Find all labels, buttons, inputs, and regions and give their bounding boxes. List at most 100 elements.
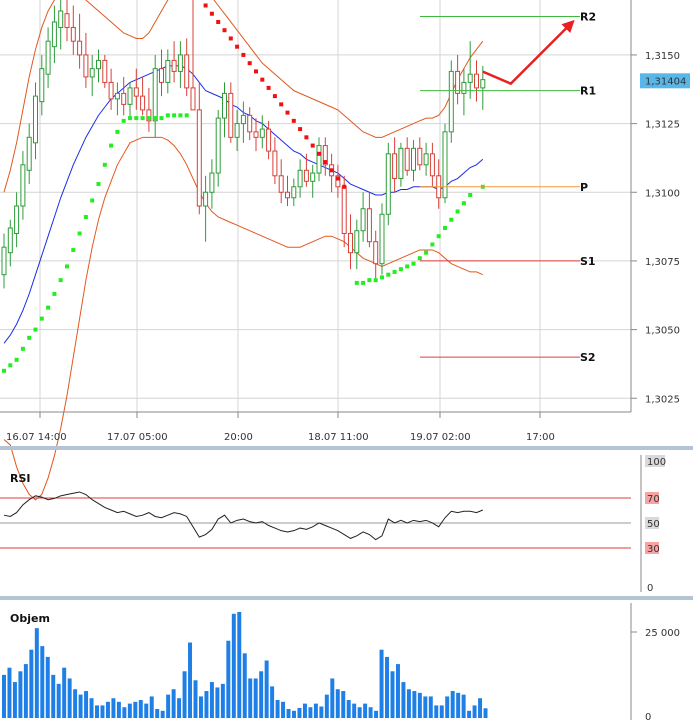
rsi-tick-0: 0 <box>647 583 653 594</box>
sar-dot <box>52 291 57 296</box>
candle-body <box>404 147 410 171</box>
volume-bar <box>270 686 275 718</box>
candle-body <box>310 172 316 182</box>
volume-bar <box>237 611 242 718</box>
rsi-title: RSI <box>10 472 31 485</box>
price-y-ticks: 1,3150 1,3125 1,3100 1,3075 1,3050 1,3025 <box>631 51 680 405</box>
volume-bar <box>412 691 417 718</box>
volume-bar <box>171 689 176 718</box>
rsi-panel: RSI 100 70 50 30 0 <box>0 455 666 594</box>
sar-dot <box>367 278 372 283</box>
sar-dot <box>285 110 290 115</box>
candle-body <box>417 147 423 166</box>
sar-dot <box>241 52 246 57</box>
sar-dot <box>109 143 114 148</box>
candle-body <box>51 21 57 48</box>
bollinger-bands <box>3 0 484 501</box>
volume-bar <box>313 703 318 718</box>
volume-bar <box>253 678 258 718</box>
volume-bar <box>423 696 428 718</box>
volume-bar <box>275 700 280 718</box>
sar-dot <box>342 184 347 189</box>
candle-body <box>322 145 328 166</box>
sar-dot <box>222 28 227 33</box>
volume-bar <box>417 692 422 718</box>
volume-bar <box>302 703 307 718</box>
sar-dot <box>77 231 82 236</box>
volume-bar <box>341 691 346 718</box>
sar-dot <box>373 278 378 283</box>
candle-body <box>455 70 461 94</box>
sar-dot <box>461 201 466 206</box>
candle-body <box>392 153 398 180</box>
volume-bar <box>467 710 472 718</box>
sar-dot <box>33 327 38 332</box>
candle-body <box>1 246 7 276</box>
volume-bar <box>2 674 6 718</box>
candle-body <box>177 54 183 72</box>
sar-dot <box>266 85 271 90</box>
volume-bar <box>368 707 373 718</box>
sar-dot <box>323 160 328 165</box>
panel-separator[interactable] <box>0 596 693 600</box>
candle-body <box>102 59 108 83</box>
x-tick-label: 18.07 11:00 <box>308 432 369 443</box>
candle-body <box>480 79 486 89</box>
rsi-tick-30: 30 <box>647 544 660 555</box>
sar-dot <box>272 94 277 99</box>
volume-bar <box>62 667 67 718</box>
sar-dot <box>121 118 126 123</box>
volume-bar <box>122 707 127 718</box>
sar-dot <box>8 363 13 368</box>
sar-dot <box>260 77 265 82</box>
volume-bar <box>385 656 390 718</box>
projection-arrow <box>482 19 575 86</box>
sar-dot <box>159 116 164 121</box>
sar-dot <box>20 346 25 351</box>
volume-tick-25000: 25 000 <box>645 628 680 639</box>
volume-bar <box>34 628 39 718</box>
candle-body <box>272 150 278 177</box>
volume-bar <box>390 671 395 718</box>
volume-bar <box>138 700 143 718</box>
volume-bar <box>401 682 406 718</box>
candle-body <box>297 169 303 188</box>
volume-bar <box>434 705 439 718</box>
candle-body <box>385 153 391 215</box>
sar-dot <box>430 242 435 247</box>
panel-separator[interactable] <box>0 446 693 450</box>
candle-body <box>127 87 133 105</box>
sar-dot <box>14 357 19 362</box>
price-panel: R2 R1 P S1 S2 1,3150 1,3125 1,3100 1,3075 1,3050… <box>0 0 690 501</box>
sar-dot <box>398 267 403 272</box>
candle-body <box>411 147 416 171</box>
candle-body <box>448 70 454 133</box>
sar-dot <box>134 116 139 121</box>
candle-body <box>467 73 473 83</box>
volume-bar <box>166 694 171 718</box>
candle-body <box>14 205 20 234</box>
candle-body <box>20 164 26 207</box>
level-label-r2: R2 <box>580 10 596 23</box>
volume-bar <box>188 642 193 718</box>
candle-body <box>83 54 89 78</box>
candle-body <box>366 208 372 243</box>
volume-bar <box>23 664 28 718</box>
volume-bar <box>281 701 286 718</box>
volume-bar <box>231 613 236 718</box>
volume-bar <box>144 703 149 718</box>
volume-bar <box>242 653 247 718</box>
pivot-levels: R2 R1 P S1 S2 <box>420 10 596 364</box>
candle-body <box>209 172 215 193</box>
volume-bar <box>297 707 302 718</box>
candle-body <box>354 230 360 254</box>
candle-body <box>152 68 158 122</box>
sar-dot <box>46 305 51 310</box>
candle-body <box>259 128 265 138</box>
candle-body <box>379 213 385 265</box>
candle-body <box>165 59 171 83</box>
candle-body <box>70 26 76 42</box>
volume-bar <box>319 706 324 718</box>
volume-bar <box>18 671 23 718</box>
sar-dot <box>115 129 120 134</box>
